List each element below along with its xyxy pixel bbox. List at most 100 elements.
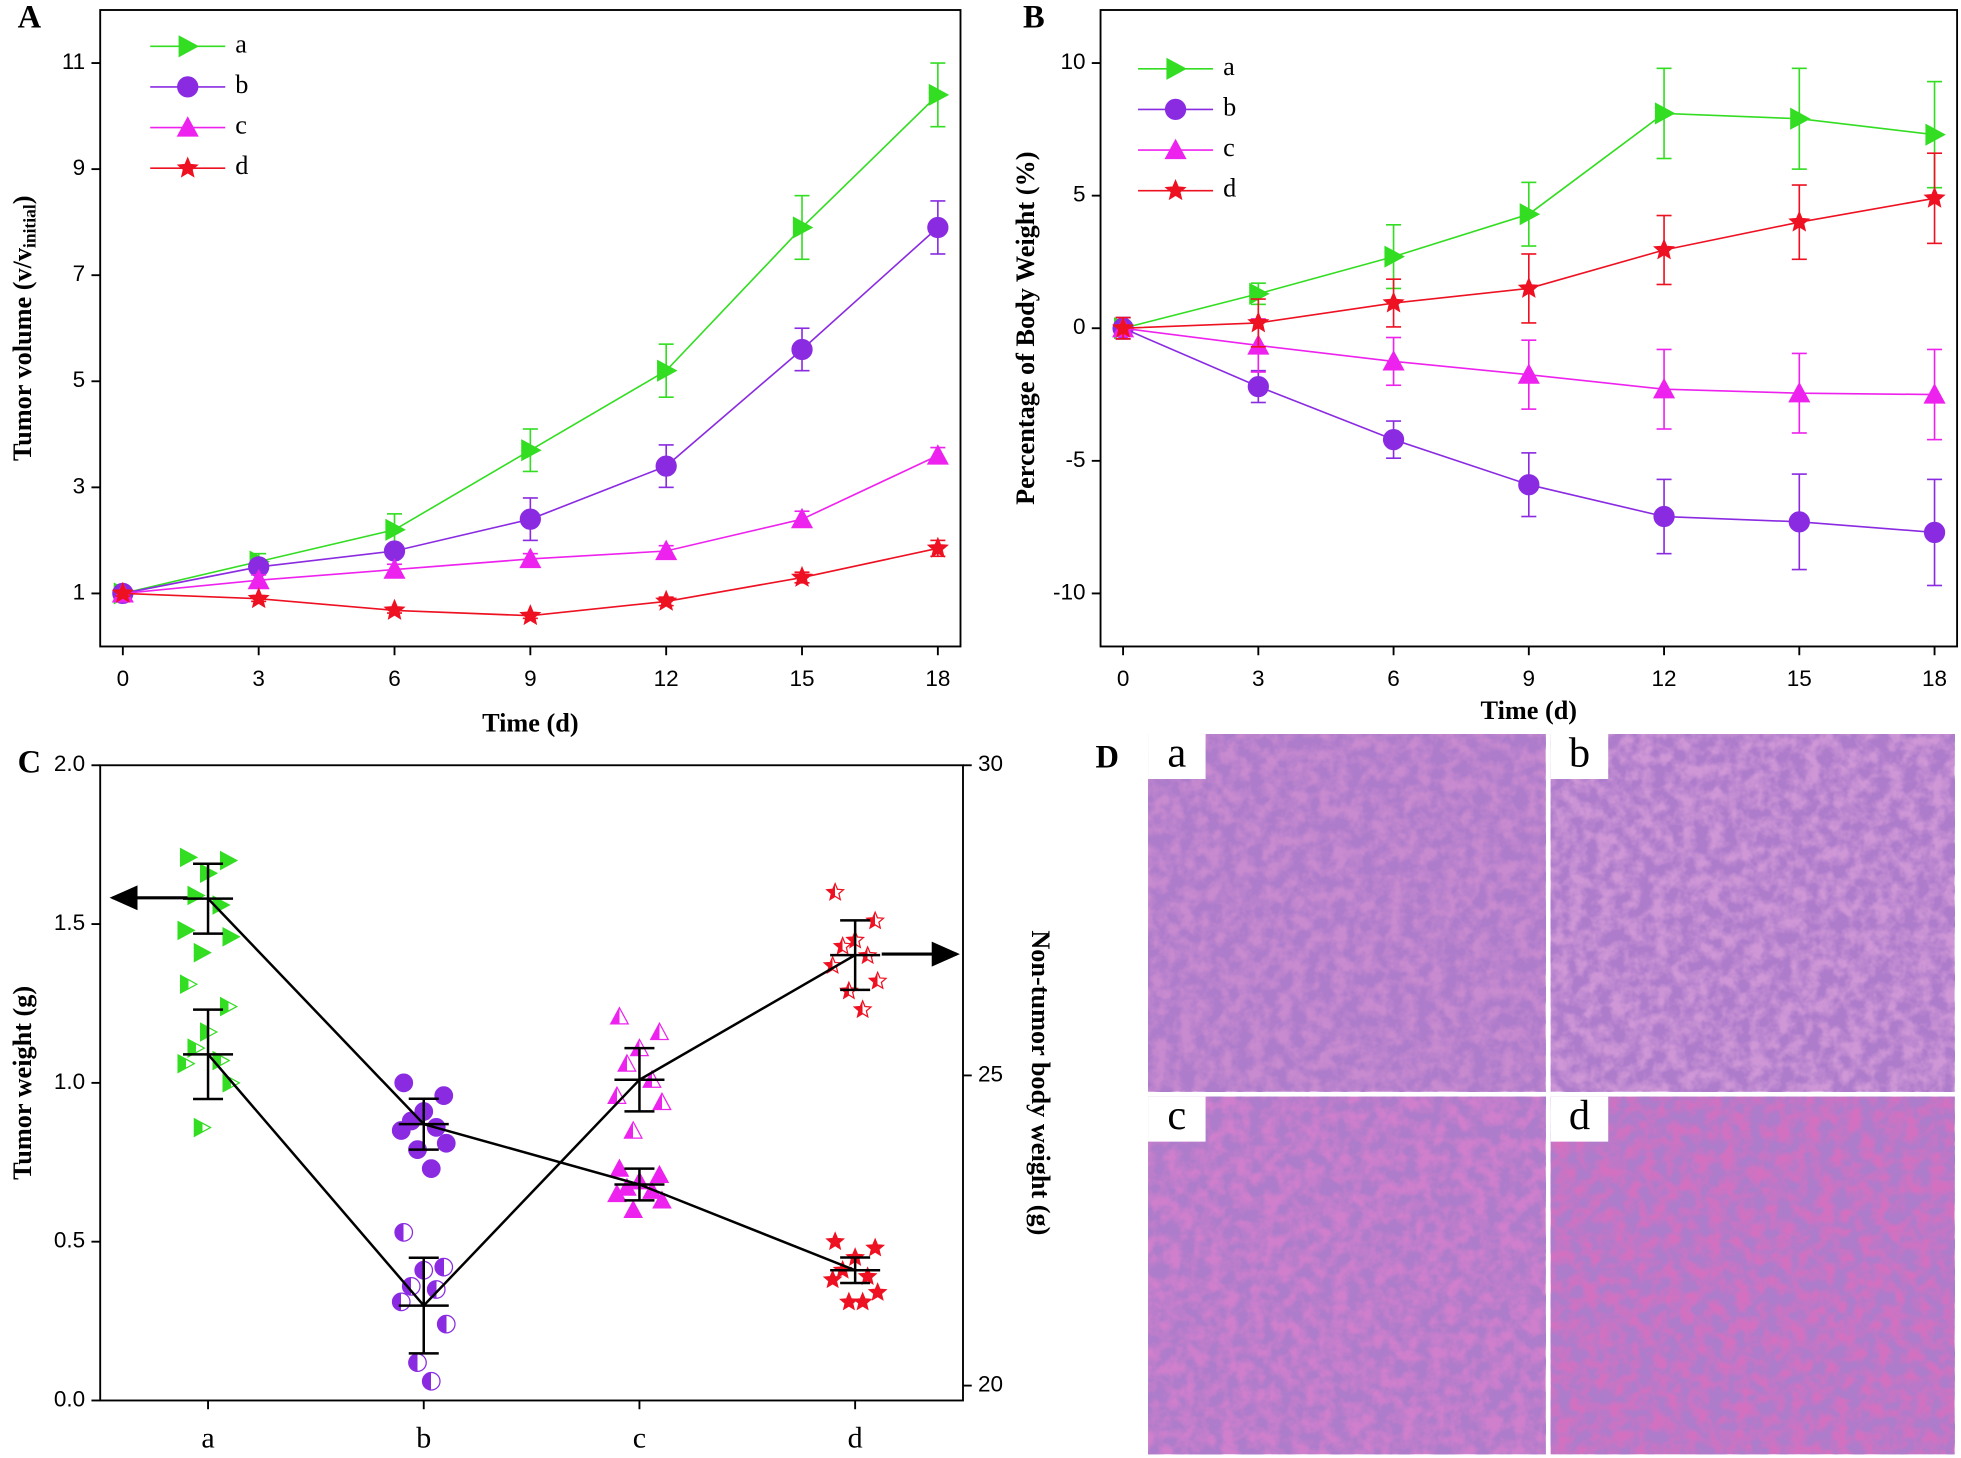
marker [1382,291,1405,313]
marker [1112,316,1135,338]
marker [609,1158,630,1177]
y-tick-label: 10 [1061,49,1086,74]
y-tick-label: 3 [73,473,86,498]
marker [623,1120,643,1139]
marker [1788,381,1811,403]
marker [926,444,949,465]
marker [1382,428,1405,451]
marker [607,1183,627,1203]
marker [1653,377,1676,399]
y-tick-label: 0.5 [54,1228,85,1253]
marker [385,518,406,541]
marker [1653,505,1675,528]
panel-label: D [1096,740,1119,776]
legend-marker [176,156,199,178]
marker [867,970,888,990]
legend-marker [176,116,199,137]
x-tick-label: 15 [1787,666,1812,691]
marker [852,999,873,1019]
marker [649,1164,670,1184]
marker [401,1276,421,1296]
marker [408,1353,427,1373]
x-tick-label: a [201,1421,214,1454]
marker [519,604,542,626]
marker [1517,276,1540,298]
panel-label: C [18,745,41,781]
marker [383,540,406,562]
x-tick-label: 18 [1922,666,1947,691]
marker [519,547,542,569]
marker [822,1269,843,1289]
marker [383,598,406,620]
marker [791,338,813,361]
y-tick-label: 7 [73,261,86,286]
x-tick-label: b [416,1421,431,1454]
legend-marker [1166,57,1187,80]
y-tick-label: 2.0 [54,751,85,776]
marker [790,565,814,587]
y-axis-label-part: Tumor volume (v/v [8,247,37,461]
image-label: d [1569,1092,1590,1139]
marker [832,936,853,955]
marker [655,589,678,611]
y2-tick-label: 30 [978,751,1003,776]
x-tick-label: 6 [1387,666,1400,691]
x-tick-label: 0 [117,666,130,691]
marker [383,558,406,579]
marker [928,83,950,106]
error-bar [398,1256,449,1355]
marker [1925,123,1946,146]
marker [623,1199,643,1218]
marker [1790,107,1811,130]
marker [434,1086,454,1105]
marker [865,1237,886,1257]
marker [434,1257,454,1277]
x-tick-label: 0 [1117,666,1130,691]
x-tick-label: 18 [925,666,950,691]
marker [177,1053,196,1074]
y-tick-label: -5 [1066,447,1086,472]
y-axis-label: Tumor weight (g) [8,986,37,1180]
y-axis-label-part: Percentage of Body Weight (%) [1011,152,1040,505]
marker [825,882,846,901]
marker [852,1291,873,1311]
histology-image [1148,1096,1546,1455]
marker [649,1021,670,1041]
marker [394,1222,414,1242]
legend-marker [1164,179,1187,201]
legend-marker [1164,138,1187,160]
marker [657,359,678,382]
legend-label: b [235,70,248,99]
marker [927,216,949,239]
marker [521,439,542,462]
y-axis-label-part: ) [8,196,37,205]
error-bar [183,1008,234,1101]
marker [822,955,843,975]
label-box [1550,1096,1609,1142]
mean-line [207,954,856,1308]
marker [926,536,949,558]
marker [1788,210,1811,232]
marker [839,1291,859,1311]
image-label: b [1569,729,1590,776]
marker [1247,375,1269,398]
y-axis-label: Tumor volume (v/vinitial) [8,196,39,461]
image-label: a [1167,729,1186,776]
y2-tick-label: 20 [978,1372,1003,1397]
y-axis-label-part: initial [19,204,39,248]
error-bar [830,1256,881,1285]
marker [391,1121,411,1140]
marker [617,1177,637,1196]
marker [1517,363,1540,384]
error-bar [614,1167,665,1202]
error-bar [830,919,881,992]
x-axis-label: Time (d) [1481,696,1577,725]
marker [1654,102,1676,125]
marker [436,1133,456,1153]
marker [193,942,212,963]
y2-axis-label: Non-tumor body weight (g) [1026,930,1055,1235]
marker [1519,203,1541,226]
x-tick-label: 9 [524,666,537,691]
marker [219,850,239,871]
